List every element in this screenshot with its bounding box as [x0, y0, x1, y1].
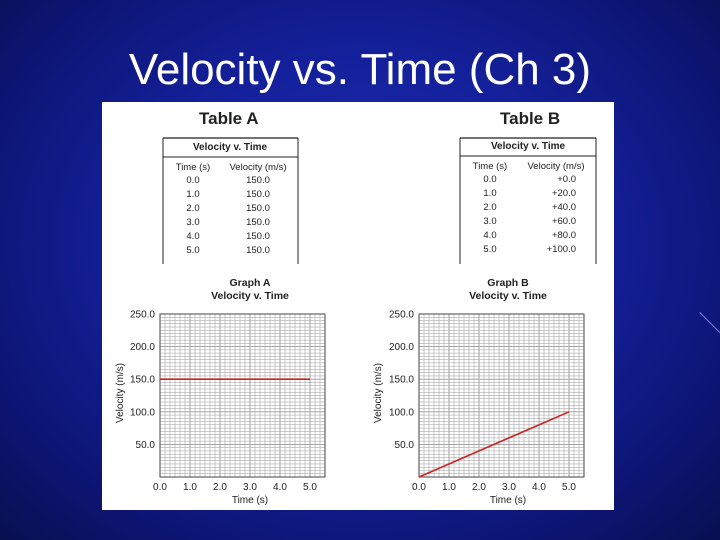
graph-a-grid: [159, 313, 326, 478]
table-b-velocity-cell: +80.0: [552, 230, 576, 241]
table-b-velocity-cell: +40.0: [552, 202, 576, 213]
decorative-line: [699, 312, 720, 334]
table-b-time-cell: 3.0: [483, 216, 496, 227]
graph-b-xtick-label: 1.0: [442, 482, 456, 493]
graph-b-xtick-label: 5.0: [562, 482, 576, 493]
graph-b-series-line: [418, 411, 570, 478]
graph-b-title: Graph B: [487, 277, 529, 289]
table-b-time-cell: 0.0: [483, 174, 496, 185]
table-a-col-time: Time (s): [176, 162, 210, 173]
graph-a-title: Graph A: [229, 277, 270, 289]
graph-a-xtick-label: 5.0: [303, 482, 317, 493]
table-a-time-cell: 3.0: [186, 217, 199, 228]
graph-b-xlabel: Time (s): [490, 495, 526, 506]
table-b-caption: Velocity v. Time: [491, 141, 566, 152]
table-a-time-cell: 2.0: [186, 203, 199, 214]
table-a-time-cell: 5.0: [186, 245, 199, 256]
graph-a-ytick-label: 100.0: [130, 407, 155, 418]
graph-a-ytick-label: 150.0: [130, 375, 155, 386]
graph-a-ytick-label: 200.0: [130, 342, 155, 353]
graph-b-ylabel: Velocity (m/s): [373, 363, 384, 423]
graph-b-ytick-label: 150.0: [389, 375, 414, 386]
table-a-caption: Velocity v. Time: [193, 142, 268, 153]
graph-b-grid: [418, 313, 585, 478]
table-a-time-cell: 4.0: [186, 231, 199, 242]
table-a-velocity-cell: 150.0: [246, 217, 270, 228]
table-b-velocity-cell: +60.0: [552, 216, 576, 227]
graph-b-ytick-label: 250.0: [389, 310, 414, 321]
graph-b-ytick-label: 100.0: [389, 407, 414, 418]
table-b-time-cell: 2.0: [483, 202, 496, 213]
graph-a-xtick-label: 0.0: [153, 482, 167, 493]
graph-a-ytick-label: 250.0: [130, 310, 155, 321]
table-b: Table B Velocity v. Time Time (s) Veloci…: [459, 109, 597, 264]
graph-b-plot: 50.0 100.0 150.0 200.0 250.0 0.0 1.0 2.0 3.0 4.0 5…: [389, 310, 585, 493]
graph-a-ylabel: Velocity (m/s): [115, 363, 126, 423]
figure-panel: Table A Velocity v. Time Time (s) Veloci…: [102, 102, 614, 510]
table-a-velocity-cell: 150.0: [246, 175, 270, 186]
table-b-time-cell: 4.0: [483, 230, 496, 241]
table-b-velocity-cell: +0.0: [557, 174, 576, 185]
graph-b-subtitle: Velocity v. Time: [469, 290, 547, 302]
table-b-col-time: Time (s): [473, 161, 507, 172]
graph-a-xlabel: Time (s): [232, 495, 268, 506]
graph-b-ytick-label: 50.0: [395, 440, 415, 451]
graph-a-xtick-label: 4.0: [273, 482, 287, 493]
graph-b-xtick-label: 0.0: [412, 482, 426, 493]
table-a-velocity-cell: 150.0: [246, 203, 270, 214]
graph-a-plot: 50.0 100.0 150.0 200.0 250.0 0.0 1.0 2.0 3.0 4.0 5…: [130, 310, 326, 493]
graph-b-xtick-label: 4.0: [532, 482, 546, 493]
velocity-time-figure: Table A Velocity v. Time Time (s) Veloci…: [115, 109, 597, 506]
table-b-time-cell: 1.0: [483, 188, 496, 199]
table-b-col-velocity: Velocity (m/s): [527, 161, 584, 172]
graph-b-ytick-label: 200.0: [389, 342, 414, 353]
graph-a-subtitle: Velocity v. Time: [211, 290, 289, 302]
table-a: Table A Velocity v. Time Time (s) Veloci…: [162, 109, 299, 264]
table-b-time-cell: 5.0: [483, 244, 496, 255]
table-a-time-cell: 1.0: [186, 189, 199, 200]
graph-a-xtick-label: 3.0: [243, 482, 257, 493]
table-a-heading: Table A: [199, 109, 259, 128]
table-b-velocity-cell: +100.0: [547, 244, 576, 255]
table-a-velocity-cell: 150.0: [246, 231, 270, 242]
graph-b-xtick-label: 2.0: [472, 482, 486, 493]
slide-title: Velocity vs. Time (Ch 3): [128, 45, 592, 94]
table-a-velocity-cell: 150.0: [246, 245, 270, 256]
table-a-col-velocity: Velocity (m/s): [229, 162, 286, 173]
graph-a-xtick-label: 2.0: [213, 482, 227, 493]
table-b-velocity-cell: +20.0: [552, 188, 576, 199]
graph-b-xtick-label: 3.0: [502, 482, 516, 493]
table-a-velocity-cell: 150.0: [246, 189, 270, 200]
graph-a-xtick-label: 1.0: [183, 482, 197, 493]
table-b-heading: Table B: [500, 109, 560, 128]
table-a-time-cell: 0.0: [186, 175, 199, 186]
graph-a-ytick-label: 50.0: [136, 440, 156, 451]
